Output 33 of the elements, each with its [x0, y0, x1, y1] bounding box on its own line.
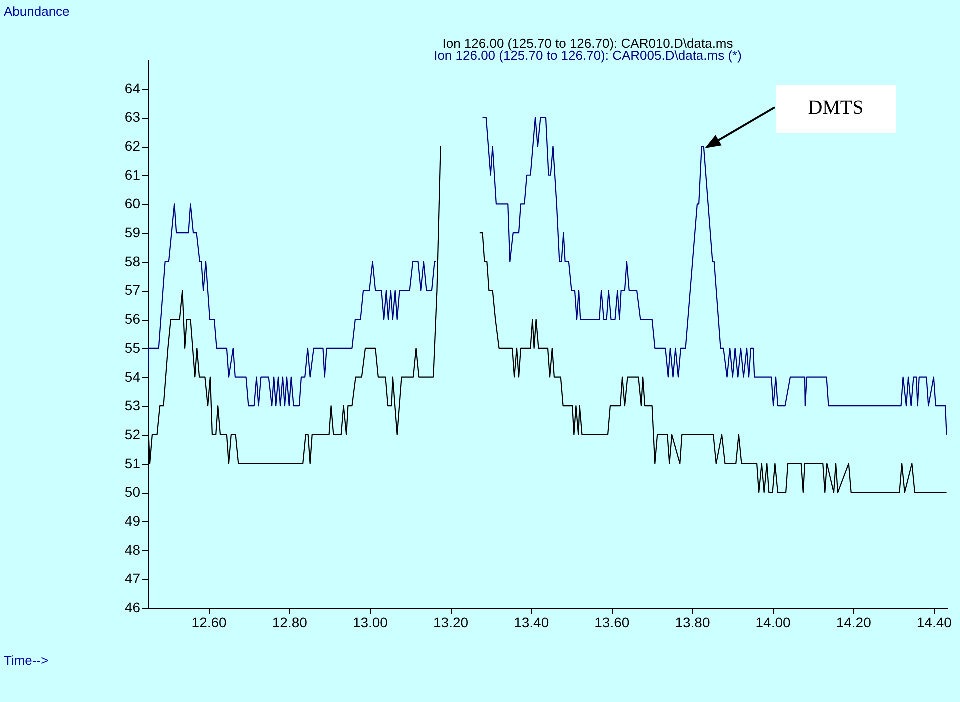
y-tick-label: 47 — [124, 570, 141, 587]
y-tick-label: 61 — [124, 166, 141, 183]
text: Ion 126.00 (125.70 to 126.70): CAR010.D\data.ms — [442, 36, 734, 51]
x-tick-label: 14.40 — [916, 614, 952, 630]
y-tick-label: 51 — [124, 455, 141, 472]
y-tick-label: 64 — [124, 80, 141, 96]
y-tick-label: 63 — [124, 109, 141, 126]
y-tick-label: 50 — [124, 484, 141, 500]
text: Abundance — [4, 4, 70, 19]
y-tick-label: 48 — [124, 542, 141, 558]
y-tick-label: 55 — [124, 340, 141, 356]
x-tick-label: 12.80 — [272, 614, 308, 630]
text: Time--> — [4, 653, 49, 668]
y-tick-label: 57 — [124, 282, 141, 298]
x-tick-label: 12.60 — [192, 614, 228, 630]
y-tick-label: 60 — [124, 196, 141, 212]
x-tick-label: 13.40 — [514, 614, 550, 630]
x-tick-label: 13.80 — [675, 614, 710, 630]
y-tick-label: 62 — [124, 138, 141, 154]
x-tick-label: 14.00 — [756, 614, 791, 630]
y-tick-label: 53 — [124, 398, 141, 414]
y-tick-label: 46 — [124, 600, 141, 616]
x-tick-label: 14.20 — [836, 614, 872, 630]
y-tick-label: 59 — [124, 224, 141, 241]
label-box: DMTS — [776, 84, 896, 132]
y-tick-label: 56 — [124, 311, 141, 328]
y-tick-label: 49 — [124, 512, 141, 529]
x-tick-label: 13.00 — [352, 614, 388, 630]
y-tick-label: 54 — [124, 368, 141, 385]
x-tick-label: 13.20 — [433, 614, 469, 630]
y-tick-label: 58 — [124, 253, 141, 270]
y-tick-label: 52 — [124, 426, 141, 442]
x-tick-label: 13.60 — [594, 614, 630, 630]
